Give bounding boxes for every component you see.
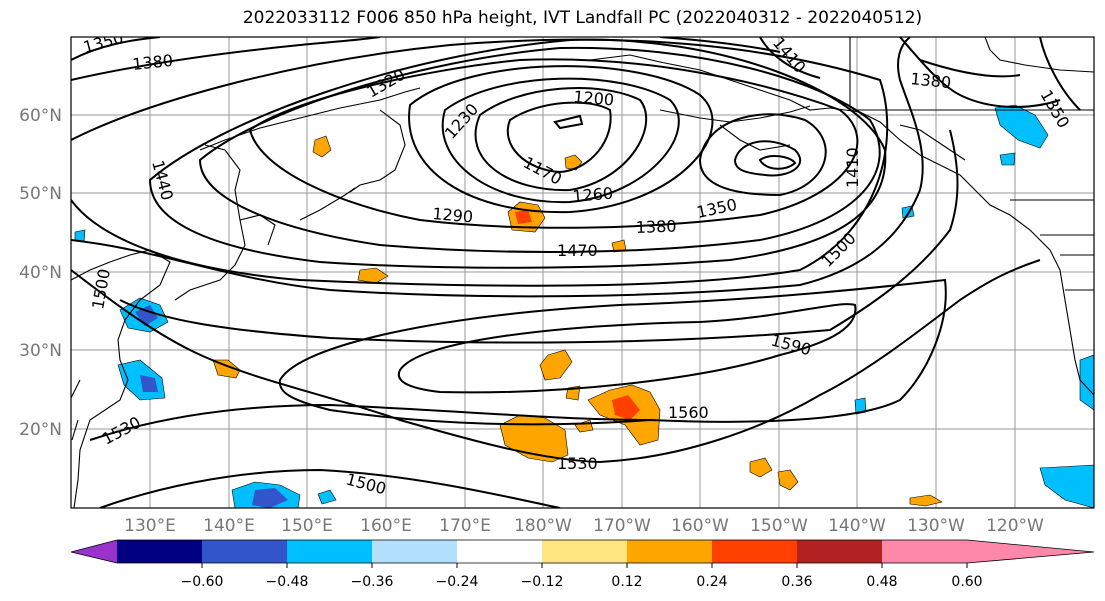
lon-label: 180°W (514, 516, 572, 536)
lon-label: 130°W (907, 516, 965, 536)
colorbar-segment (542, 540, 627, 563)
contour-label: 1350 (81, 28, 125, 57)
colorbar-tick-label: 0.36 (781, 574, 812, 590)
contour-label: 1530 (557, 454, 598, 473)
colorbar-extend-left (71, 540, 117, 563)
colorbar-segment (627, 540, 712, 563)
colorbar-segment (202, 540, 287, 563)
colorbar-tick-label: 0.60 (951, 574, 982, 590)
latitude-labels: 60°N 50°N 40°N 30°N 20°N (19, 106, 62, 440)
contour-label: 1260 (572, 184, 614, 206)
colorbar-tick-label: −0.24 (436, 574, 479, 590)
contour-label: 1410 (843, 147, 862, 188)
lon-label: 140°E (203, 516, 255, 536)
contour-label: 1590 (769, 331, 813, 360)
colorbar-tick-label: −0.12 (521, 574, 564, 590)
lat-label: 20°N (19, 420, 62, 440)
lon-label: 150°W (750, 516, 808, 536)
map-frame (70, 36, 1095, 509)
colorbar-extend-right (967, 540, 1094, 563)
colorbar-tick-label: 0.48 (866, 574, 897, 590)
contour-label: 1380 (635, 217, 676, 237)
coastlines (71, 37, 1094, 508)
lat-label: 60°N (19, 106, 62, 126)
lon-label: 140°W (828, 516, 886, 536)
strong-negative-ivt-shading (135, 305, 288, 508)
lon-label: 150°E (281, 516, 333, 536)
lon-label: 130°E (124, 516, 176, 536)
colorbar-tick-label: 0.24 (696, 574, 727, 590)
contour-label: 1530 (99, 413, 144, 449)
contour-label: 1380 (131, 51, 173, 74)
colorbar-segment (797, 540, 882, 563)
colorbar-segment (882, 540, 967, 563)
lon-label: 160°W (671, 516, 729, 536)
contour-label: 1380 (910, 69, 952, 92)
contour-label: 1350 (1037, 87, 1074, 132)
lat-label: 50°N (19, 184, 62, 204)
height-contours (71, 37, 1081, 508)
lon-label: 170°W (593, 516, 651, 536)
lat-label: 30°N (19, 341, 62, 361)
lat-label: 40°N (19, 263, 62, 283)
colorbar-segment (712, 540, 797, 563)
map-title: 2022033112 F006 850 hPa height, IVT Land… (242, 8, 923, 28)
colorbar-tick-label: −0.60 (181, 574, 224, 590)
lon-label: 160°E (360, 516, 412, 536)
colorbar-tick-label: 0.12 (611, 574, 642, 590)
lon-label: 170°E (439, 516, 491, 536)
contour-label: 1500 (344, 470, 388, 499)
contour-label: 1200 (573, 87, 615, 109)
colorbar-segment (287, 540, 372, 563)
colorbar-outline (70, 539, 1095, 564)
lon-label: 120°W (986, 516, 1044, 536)
strong-positive-ivt-shading (515, 210, 640, 420)
colorbar-segment (372, 540, 457, 563)
colorbar-segment (457, 540, 542, 563)
colorbar-segment (117, 540, 202, 563)
colorbar-tick-label: −0.36 (351, 574, 394, 590)
longitude-labels: 130°E 140°E 150°E 160°E 170°E 180°W 170°… (124, 516, 1044, 536)
contour-label: 1290 (432, 204, 474, 226)
contour-label: 1500 (88, 267, 114, 310)
contour-label: 1470 (557, 241, 598, 260)
colorbar-tick-label: −0.48 (266, 574, 309, 590)
contour-label: 1560 (668, 403, 709, 422)
colorbar: −0.60 −0.48 −0.36 −0.24 −0.12 0.12 0.24 … (70, 539, 1095, 590)
